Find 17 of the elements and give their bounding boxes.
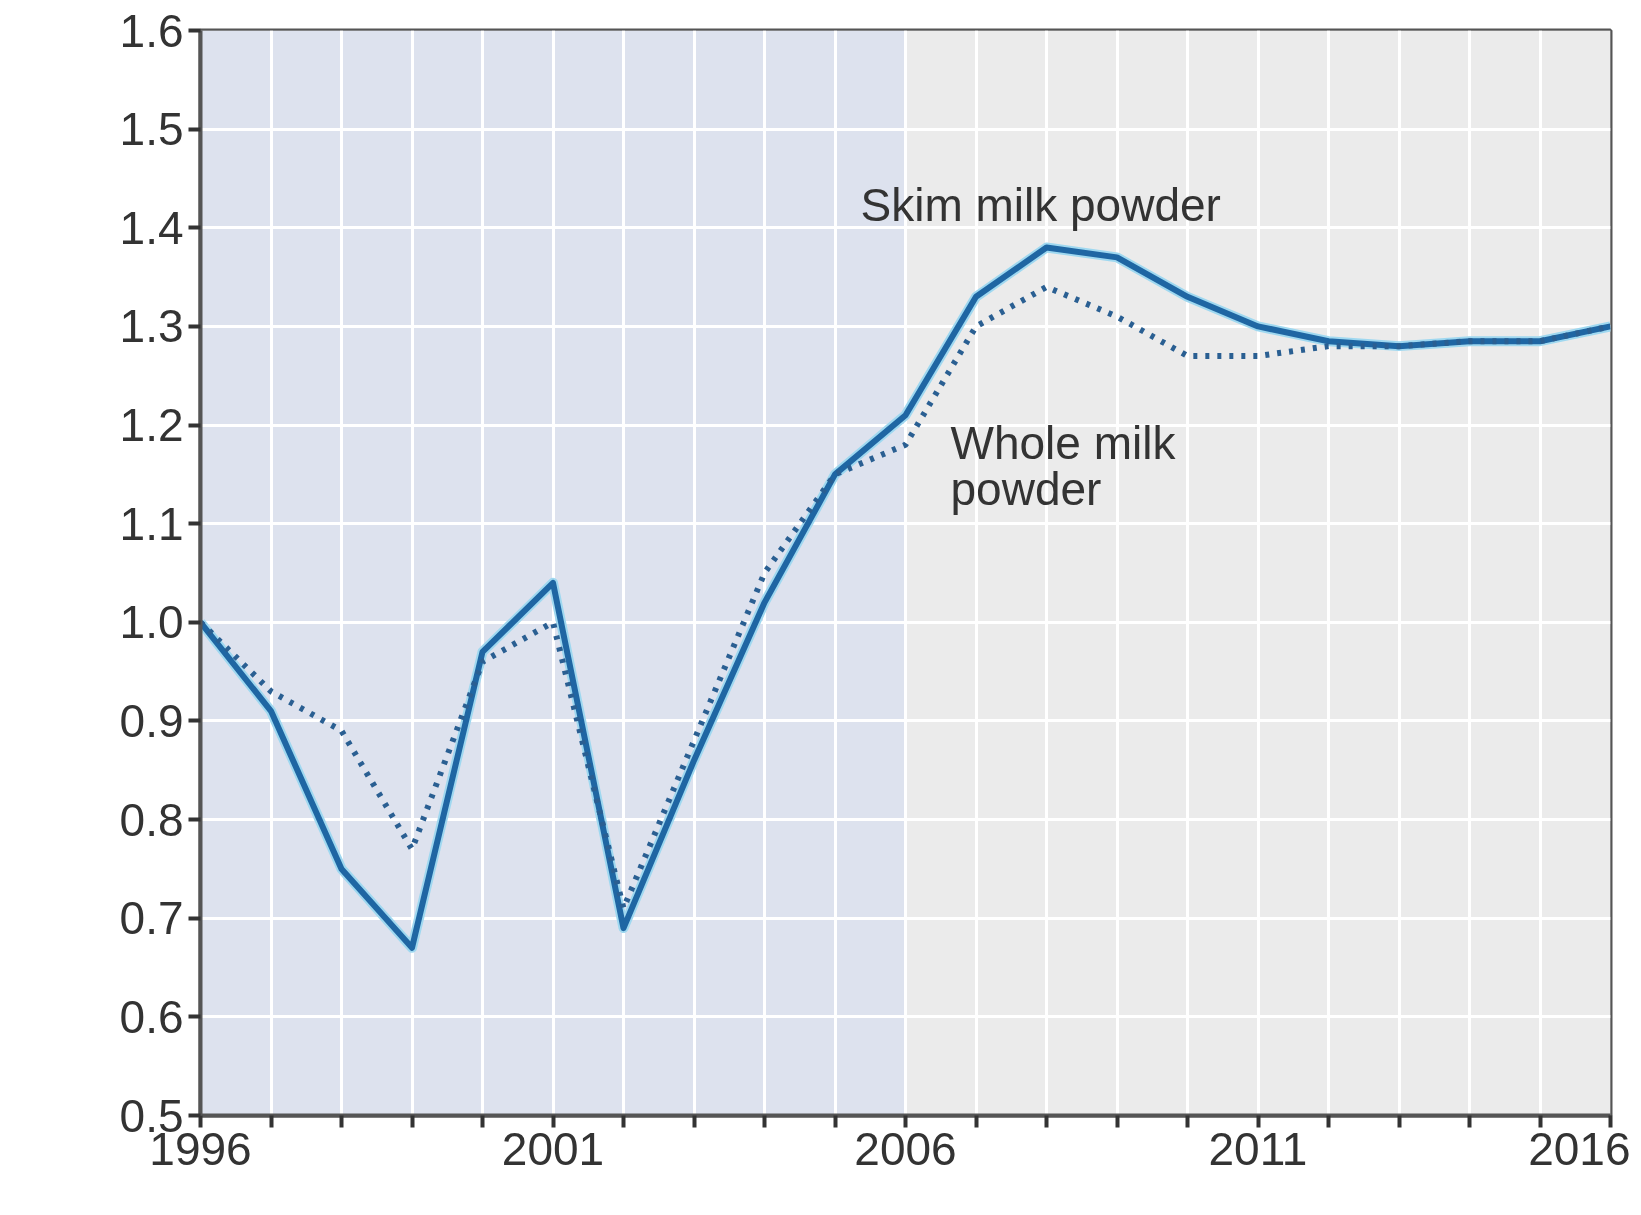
y-tick-label: 0.8 (119, 793, 184, 846)
y-tick-label: 1.2 (119, 399, 184, 452)
x-tick-label: 2001 (501, 1122, 605, 1175)
annotation: Whole milk powder (950, 416, 1177, 516)
y-tick-label: 1.3 (119, 300, 184, 353)
y-tick-label: 1.6 (119, 4, 184, 57)
x-tick-label: 2011 (1208, 1122, 1308, 1175)
y-tick-label: 1.0 (119, 596, 184, 649)
y-tick-label: 1.4 (119, 201, 184, 254)
y-tick-label: 0.6 (119, 990, 184, 1043)
x-tick-label: 2016 (1528, 1122, 1631, 1175)
x-tick-label: 2006 (854, 1122, 957, 1175)
y-tick-label: 0.7 (119, 892, 184, 945)
y-tick-label: 1.5 (119, 103, 184, 156)
y-tick-label: 1.1 (119, 497, 184, 550)
y-tick-label: 0.9 (119, 694, 184, 747)
annotation: Skim milk powder (860, 178, 1221, 231)
